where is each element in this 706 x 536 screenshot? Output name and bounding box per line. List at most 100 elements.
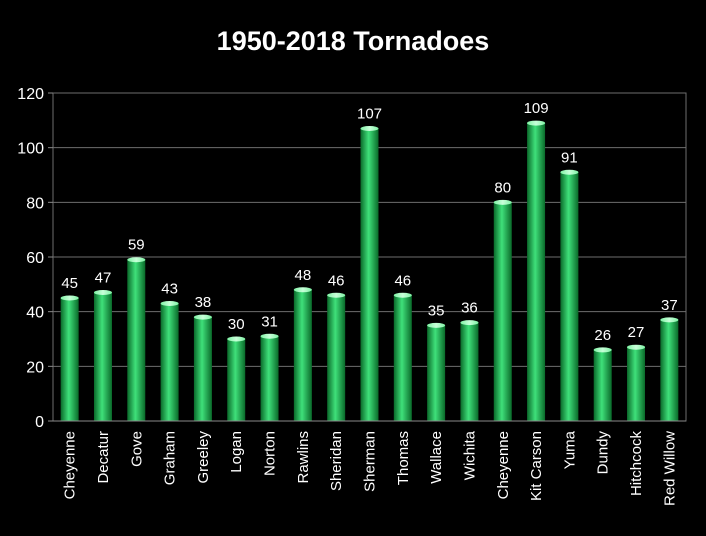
data-label: 47 [95, 270, 112, 287]
bar-cap [427, 322, 446, 328]
data-label: 38 [195, 294, 212, 311]
data-label: 80 [494, 179, 511, 196]
bar [427, 322, 446, 421]
bar [527, 120, 546, 422]
bar-cap [660, 317, 679, 323]
category-label: Wichita [461, 430, 478, 480]
y-axis-ticks: 0 20 40 60 80 100 120 [17, 86, 44, 431]
category-label: Logan [228, 431, 245, 473]
category-label: Dundy [595, 431, 612, 475]
bar-cap [560, 169, 579, 175]
category-label: Kit Carson [528, 431, 545, 501]
bar-cap [327, 292, 346, 298]
bar-body [593, 349, 612, 421]
bar-body [127, 259, 146, 421]
category-label: Hitchcock [628, 431, 645, 497]
category-label: Thomas [395, 431, 412, 485]
category-label: Sherman [362, 431, 379, 492]
bar-body [627, 347, 646, 421]
y-tick-label: 20 [26, 359, 44, 376]
category-label: Cheyenne [62, 431, 79, 499]
bar-body [260, 336, 279, 421]
bar-body [527, 123, 546, 422]
bar-cap [227, 336, 246, 342]
bar-body [360, 128, 379, 422]
bar [393, 292, 412, 421]
bar-body [393, 295, 412, 421]
category-label: Rawlins [295, 431, 312, 484]
y-tick-label: 0 [35, 414, 44, 431]
category-label: Norton [262, 431, 279, 476]
category-label: Gove [128, 431, 145, 467]
y-tick-label: 80 [26, 195, 44, 212]
bar-cap [460, 320, 479, 326]
data-label: 109 [524, 100, 549, 117]
bar [160, 300, 179, 421]
bar [327, 292, 346, 421]
y-tick-label: 40 [26, 305, 44, 322]
y-tick-label: 100 [17, 141, 44, 158]
bar-cap [527, 120, 546, 126]
bar [360, 126, 379, 422]
bar [660, 317, 679, 421]
data-labels: 45 47 59 43 38 30 31 48 46 107 46 35 36 80 109 91 26 27 37 [61, 100, 677, 344]
category-label: Red Willow [661, 431, 678, 506]
bar [193, 314, 212, 421]
bar-body [427, 325, 446, 421]
data-label: 107 [357, 106, 382, 123]
category-label: Wallace [428, 431, 445, 484]
bar-body [227, 339, 246, 421]
data-label: 46 [328, 272, 345, 289]
bar-body [327, 295, 346, 421]
bar-body [460, 322, 479, 421]
bar [93, 290, 112, 421]
bar [593, 347, 612, 421]
bar [493, 199, 512, 421]
bar-body [60, 298, 79, 421]
bar-body [93, 292, 112, 421]
bar-body [160, 303, 179, 421]
bar-cap [160, 300, 179, 306]
category-label: Decatur [95, 431, 112, 484]
data-label: 31 [261, 313, 278, 330]
y-tick-label: 120 [17, 86, 44, 103]
bar-cap [593, 347, 612, 353]
bar-cap [293, 287, 312, 293]
bar-cap [393, 292, 412, 298]
data-label: 30 [228, 316, 245, 333]
bar [60, 295, 79, 421]
bar-cap [60, 295, 79, 301]
data-label: 27 [628, 324, 645, 341]
category-labels: Cheyenne Decatur Gove Graham Greeley Logan Nor… [62, 430, 679, 506]
data-label: 35 [428, 302, 445, 319]
data-label: 26 [594, 327, 611, 344]
bar-cap [493, 199, 512, 205]
bar-cap [360, 126, 379, 132]
category-label: Cheyenne [495, 431, 512, 499]
y-tick-label: 60 [26, 250, 44, 267]
bar-cap [627, 344, 646, 350]
data-label: 59 [128, 237, 145, 254]
bar-body [193, 317, 212, 421]
data-label: 37 [661, 297, 678, 314]
category-label: Sheridan [328, 431, 345, 491]
bar [227, 336, 246, 421]
bar-cap [260, 333, 279, 339]
data-label: 43 [161, 280, 178, 297]
bar-body [660, 319, 679, 421]
chart-title: 1950-2018 Tornadoes [217, 26, 490, 56]
category-label: Graham [162, 431, 179, 485]
bar [560, 169, 579, 421]
bar-cap [127, 257, 146, 263]
data-label: 48 [295, 267, 312, 284]
bar-body [493, 202, 512, 421]
category-label: Greeley [195, 431, 212, 484]
data-label: 45 [61, 275, 78, 292]
bar-body [560, 172, 579, 421]
bar [127, 257, 146, 421]
bars [60, 120, 679, 422]
bar [293, 287, 312, 421]
bar-body [293, 289, 312, 421]
data-label: 46 [394, 272, 411, 289]
